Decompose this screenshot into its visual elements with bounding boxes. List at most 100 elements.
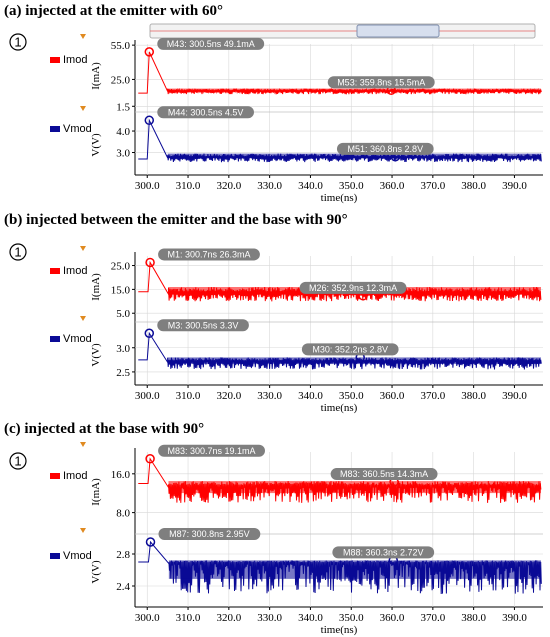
y-tick-label: 25.0 — [111, 74, 131, 86]
x-tick-label: 390.0 — [502, 390, 527, 402]
marker-callout — [332, 546, 435, 559]
legend-swatch-imod — [50, 473, 60, 479]
x-tick-label: 350.0 — [339, 180, 364, 192]
y-tick-label: 16.0 — [111, 469, 131, 481]
marker-callout — [158, 444, 265, 457]
x-tick-label: 310.0 — [176, 390, 201, 402]
marker-callout — [336, 142, 434, 155]
x-tick-label: 380.0 — [461, 390, 486, 402]
marker-callout — [157, 37, 265, 50]
x-tick-label: 310.0 — [176, 180, 201, 192]
filter-icon — [80, 34, 86, 39]
x-axis-label: time(ns) — [321, 402, 358, 414]
x-tick-label: 320.0 — [216, 180, 241, 192]
legend-swatch-vmod — [50, 553, 60, 559]
marker-label: M3: 300.5ns 3.3V — [168, 320, 239, 330]
y-tick-label: 25.0 — [111, 261, 131, 273]
marker-callout — [299, 281, 407, 294]
legend-label-imod: Imod — [63, 265, 87, 277]
circle-index-icon — [9, 33, 27, 51]
x-tick-label: 360.0 — [380, 180, 405, 192]
marker-label: M83: 300.7ns 19.1mA — [168, 446, 256, 456]
marker-point — [145, 454, 155, 464]
y-tick-label: 8.0 — [116, 508, 130, 520]
y-tick-label: 2.4 — [116, 581, 130, 593]
waveform-band-imod — [167, 88, 541, 92]
y-axis-label: I(mA) — [90, 62, 102, 90]
legend-swatch-imod — [50, 57, 60, 63]
marker-point — [145, 257, 155, 268]
x-axis-label: time(ns) — [321, 624, 358, 636]
x-tick-label: 330.0 — [257, 180, 282, 192]
marker-callout — [157, 319, 249, 332]
x-tick-label: 320.0 — [216, 612, 241, 624]
marker-label: M1: 300.7ns 26.3mA — [167, 249, 250, 259]
x-tick-label: 350.0 — [339, 390, 364, 402]
marker-label: M43: 300.5ns 49.1mA — [167, 39, 255, 49]
y-axis-label: I(mA) — [90, 478, 102, 506]
marker-label: M51: 360.8ns 2.8V — [348, 144, 424, 154]
x-tick-label: 390.0 — [502, 180, 527, 192]
x-tick-label: 350.0 — [339, 612, 364, 624]
y-tick-label: 15.0 — [111, 284, 131, 296]
marker-label: M53: 359.8ns 15.5mA — [337, 77, 425, 87]
x-tick-label: 380.0 — [461, 612, 486, 624]
panel-label-a: (a) — [4, 3, 22, 19]
y-axis-label: V(V) — [90, 133, 102, 157]
filter-icon — [80, 246, 86, 251]
waveform-band-vmod — [167, 357, 541, 365]
y-tick-label: 4.0 — [116, 126, 130, 138]
y-tick-label: 2.5 — [116, 367, 130, 379]
x-tick-label: 340.0 — [298, 180, 323, 192]
x-tick-label: 360.0 — [380, 612, 405, 624]
marker-callout — [157, 106, 254, 119]
circle-index-icon — [9, 452, 27, 470]
scrollbar-thumb — [356, 24, 440, 38]
marker-callout — [330, 468, 438, 481]
panel-title-a: (a) injected at the emitter with 60° — [4, 3, 223, 20]
legend-label-vmod: Vmod — [63, 123, 92, 135]
x-tick-label: 340.0 — [298, 612, 323, 624]
marker-label: M44: 300.5ns 4.5V — [168, 107, 244, 117]
waveform-imod — [138, 457, 542, 503]
marker-point — [144, 47, 155, 57]
marker-label: M26: 352.9ns 12.3mA — [309, 283, 397, 293]
legend-label-vmod: Vmod — [63, 550, 92, 562]
legend-label-imod: Imod — [63, 470, 87, 482]
x-axis-label: time(ns) — [321, 192, 358, 204]
legend-swatch-vmod — [50, 126, 60, 132]
waveform-band-vmod — [168, 560, 541, 579]
x-tick-label: 390.0 — [502, 612, 527, 624]
marker-callout — [158, 248, 260, 261]
legend-label-vmod: Vmod — [63, 333, 92, 345]
panel-title-c: (c) injected at the base with 90° — [4, 421, 204, 438]
marker-callout — [327, 76, 435, 89]
filter-icon — [80, 442, 86, 447]
y-axis-label: I(mA) — [90, 273, 102, 301]
panel-caption-c: injected at the base with 90° — [24, 421, 205, 437]
waveform-band-vmod — [167, 153, 541, 159]
x-tick-label: 380.0 — [461, 180, 486, 192]
x-tick-label: 310.0 — [176, 612, 201, 624]
x-tick-label: 340.0 — [298, 390, 323, 402]
circle-index-icon — [9, 243, 27, 261]
marker-point — [144, 328, 155, 338]
marker-label: M83: 360.5ns 14.3mA — [340, 469, 428, 479]
marker-label: M30: 352.2ns 2.8V — [312, 344, 388, 354]
filter-icon — [80, 106, 86, 111]
filter-icon — [80, 316, 86, 321]
x-tick-label: 300.0 — [135, 390, 160, 402]
panel-label-c: (c) — [4, 421, 21, 437]
marker-point — [145, 537, 156, 547]
y-axis-label: V(V) — [90, 343, 102, 367]
marker-label: M88: 360.3ns 2.72V — [343, 547, 424, 557]
panel-title-b: (b) injected between the emitter and the… — [4, 212, 348, 229]
x-tick-label: 320.0 — [216, 390, 241, 402]
circle-index-label: 1 — [14, 454, 21, 469]
marker-callout — [301, 343, 399, 356]
y-tick-label: 3.0 — [116, 343, 130, 355]
legend-swatch-vmod — [50, 336, 60, 342]
x-tick-label: 300.0 — [135, 180, 160, 192]
filter-icon — [80, 528, 86, 533]
